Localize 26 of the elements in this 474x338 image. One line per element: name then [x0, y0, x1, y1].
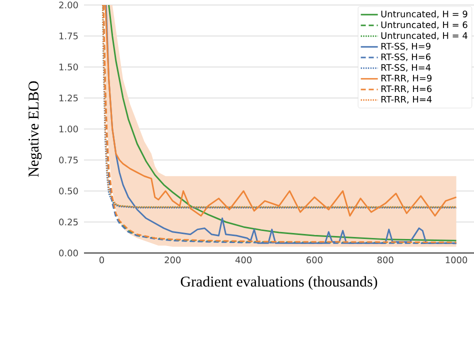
legend-label: RT-SS, H=9: [381, 42, 430, 51]
y-tick-label: 2.00: [59, 2, 78, 8]
legend-label: Untruncated, H = 4: [381, 32, 468, 40]
y-tick-label: 0.50: [59, 188, 78, 194]
x-tick-label: 0: [99, 256, 104, 264]
legend-label: RT-RR, H=4: [381, 96, 432, 104]
y-tick-label: 0.25: [59, 218, 78, 226]
x-tick-label: 600: [306, 256, 322, 264]
y-tick-label: 1.50: [60, 64, 78, 70]
x-tick-label: 1000: [446, 256, 468, 264]
y-axis-title: Negative ELBO: [28, 81, 42, 177]
legend-label: Untruncated, H = 9: [381, 10, 468, 18]
legend-label: RT-SS, H=4: [381, 64, 431, 72]
legend-label: Untruncated, H = 6: [381, 21, 468, 30]
y-tick-label: 0.00: [59, 250, 78, 256]
legend-label: RT-RR, H=9: [381, 74, 432, 82]
x-tick-label: 400: [235, 256, 252, 264]
y-tick-label: 1.25: [60, 94, 78, 102]
x-axis-title: Gradient evaluations (thousands): [180, 276, 378, 290]
legend-label: RT-RR, H=6: [381, 85, 432, 94]
x-tick-label: 200: [164, 256, 181, 264]
y-tick-label: 0.75: [59, 156, 78, 164]
y-tick-label: 1.75: [60, 32, 78, 40]
x-tick-label: 800: [377, 256, 394, 264]
legend-label: RT-SS, H=6: [381, 53, 431, 62]
y-tick-label: 1.00: [60, 126, 78, 132]
